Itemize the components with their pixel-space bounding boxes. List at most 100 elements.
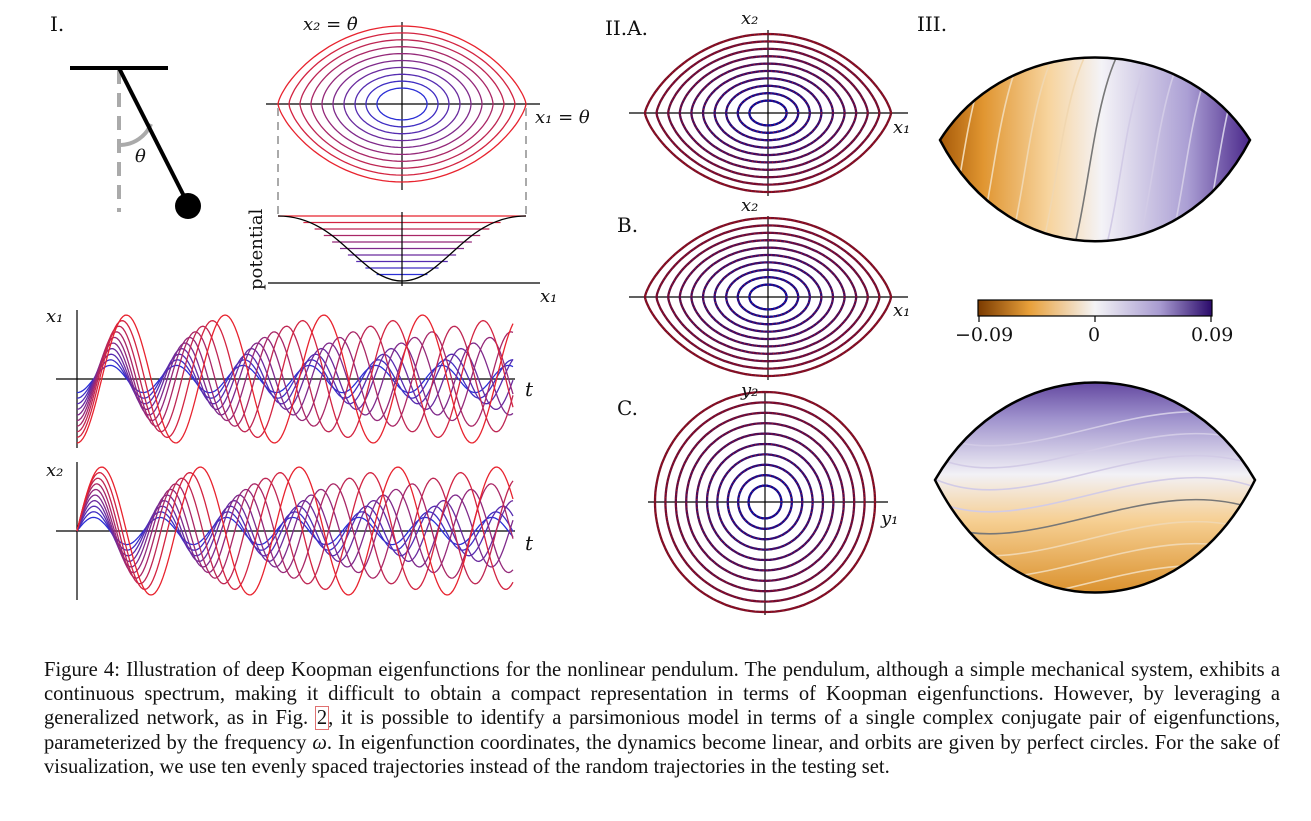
- potential-label: potential: [246, 208, 267, 290]
- eigenfunction-top-contours: [940, 57, 1250, 242]
- IIC-orbits: [653, 390, 877, 614]
- top-contour-6: [1092, 57, 1171, 242]
- timeseries-x1: x₁ t: [46, 306, 534, 448]
- x2-trajectory-7: [76, 483, 514, 579]
- eigenfunction-bottom-boundary: [933, 381, 1257, 594]
- IIA-orbit-4: [713, 77, 823, 149]
- timeseries-x2: x₂ t: [46, 460, 534, 600]
- potential-plot: potential x₁: [246, 208, 557, 307]
- x1-trajectory-2: [76, 359, 514, 399]
- IIA-orbit-9: [655, 40, 881, 186]
- IIA-y-label: x₂: [741, 8, 758, 29]
- IIA-orbits: [643, 32, 893, 194]
- phase-orbit-7: [310, 46, 494, 162]
- plot-IIB: x₂ x₁: [629, 195, 910, 380]
- plot-IIC: y₂ y₁: [648, 380, 898, 615]
- pendulum-rod: [117, 67, 190, 205]
- bottom-contour-3: [935, 454, 1255, 491]
- IIC-data-8: [675, 412, 855, 592]
- ts2-t-label: t: [525, 531, 534, 555]
- figure-caption: Figure 4: Illustration of deep Koopman e…: [44, 658, 1280, 780]
- x1-trajectory-7: [76, 331, 514, 427]
- x2-trajectory-6: [76, 488, 514, 574]
- IIC-data-9: [664, 401, 866, 603]
- IIB-orbit-6: [690, 246, 846, 348]
- caption-text-middle: , it is possible to identify a parsimoni…: [44, 707, 1280, 754]
- pendulum-bob: [175, 193, 201, 219]
- IIC-x-label: y₁: [880, 508, 898, 529]
- IIA-x-label: x₁: [893, 117, 910, 138]
- IIB-orbits: [643, 216, 893, 378]
- x2-trajectory-9: [76, 471, 514, 591]
- IIC-orbit-6: [695, 432, 835, 572]
- caption-text-start: Figure 4: Illustration of deep Koopman e…: [44, 658, 1280, 730]
- IIB-orbit-4: [713, 261, 823, 333]
- IIA-data-5: [702, 70, 834, 156]
- IIC-data-3: [727, 464, 803, 540]
- IIA-data-2: [737, 92, 799, 134]
- IIA-orbit-3: [725, 84, 811, 142]
- panel-label-IIB: B.: [617, 213, 638, 237]
- x1-trajectory-3: [76, 353, 514, 405]
- x2-trajectory-10: [76, 466, 514, 596]
- IIC-data-2: [737, 474, 793, 530]
- ts2-curves: [76, 466, 514, 596]
- phase-orbit-10: [277, 25, 527, 183]
- IIB-x-label: x₁: [893, 300, 910, 321]
- top-contour-4: [1028, 57, 1107, 242]
- IIB-orbit-9: [655, 224, 881, 370]
- IIB-data-5: [702, 254, 834, 340]
- phase-portrait-I: x₂ = θ̇ x₁ = θ: [266, 14, 590, 216]
- panel-label-IIC: C.: [617, 396, 638, 420]
- colorbar-gradient: [977, 299, 1213, 317]
- IIC-data-5: [706, 443, 824, 561]
- IIC-data-7: [685, 422, 845, 582]
- IIB-orbit-3: [725, 268, 811, 326]
- phase-orbit-4: [343, 66, 461, 142]
- IIB-orbit-1: [748, 283, 788, 311]
- top-contour-3: [996, 57, 1075, 242]
- panel-label-I: I.: [50, 12, 64, 36]
- top-contour-1: [940, 57, 1011, 242]
- plot-IIA: x₂ x₁: [629, 8, 910, 196]
- IIC-orbit-4: [716, 453, 814, 551]
- top-contour-5: [1060, 57, 1139, 242]
- bottom-contour-4: [935, 476, 1255, 513]
- top-contour-8: [1156, 57, 1235, 242]
- phase-orbit-9: [288, 32, 516, 176]
- potential-x-label: x₁: [540, 286, 557, 307]
- colorbar-min-label: −0.09: [955, 324, 1013, 346]
- phase-orbit-5: [332, 59, 472, 149]
- bottom-contour-2: [935, 432, 1255, 469]
- IIB-orbit-8: [667, 231, 869, 363]
- x2-trajectory-4: [76, 499, 514, 563]
- phase-y-label: x₂ = θ̇: [303, 14, 358, 35]
- figure: I. θ x₂ = θ̇ x₁ = θ potential x₁ x₁ t: [46, 8, 1257, 615]
- panel-label-III: III.: [917, 12, 947, 36]
- phase-orbit-6: [321, 52, 483, 156]
- phase-orbit-1: [376, 87, 428, 121]
- IIA-orbit-6: [690, 62, 846, 164]
- phase-x-label: x₁ = θ: [535, 107, 590, 128]
- x2-trajectory-3: [76, 505, 514, 557]
- ts2-y-label: x₂: [46, 460, 63, 481]
- top-contour-7: [1124, 57, 1203, 242]
- IIA-data-7: [679, 55, 857, 171]
- IIA-orbit-1: [748, 99, 788, 127]
- ts1-y-label: x₁: [46, 306, 63, 327]
- pendulum-diagram: θ: [70, 66, 201, 219]
- theta-label: θ: [135, 146, 146, 167]
- IIB-data-7: [679, 239, 857, 355]
- eigenfunction-bottom: [933, 381, 1257, 594]
- IIC-y-label: y₂: [740, 380, 758, 401]
- x1-trajectory-9: [76, 319, 514, 439]
- x1-trajectory-4: [76, 347, 514, 411]
- x2-trajectory-8: [76, 477, 514, 585]
- IIC-orbit-1: [747, 484, 783, 520]
- phase-orbit-2: [365, 80, 439, 128]
- ts1-t-label: t: [525, 377, 534, 401]
- phase-orbits: [277, 25, 527, 183]
- colorbar: −0.09 0 0.09: [955, 299, 1233, 346]
- figure-reference-link[interactable]: 2: [314, 706, 330, 731]
- omega-symbol: ω: [312, 731, 327, 754]
